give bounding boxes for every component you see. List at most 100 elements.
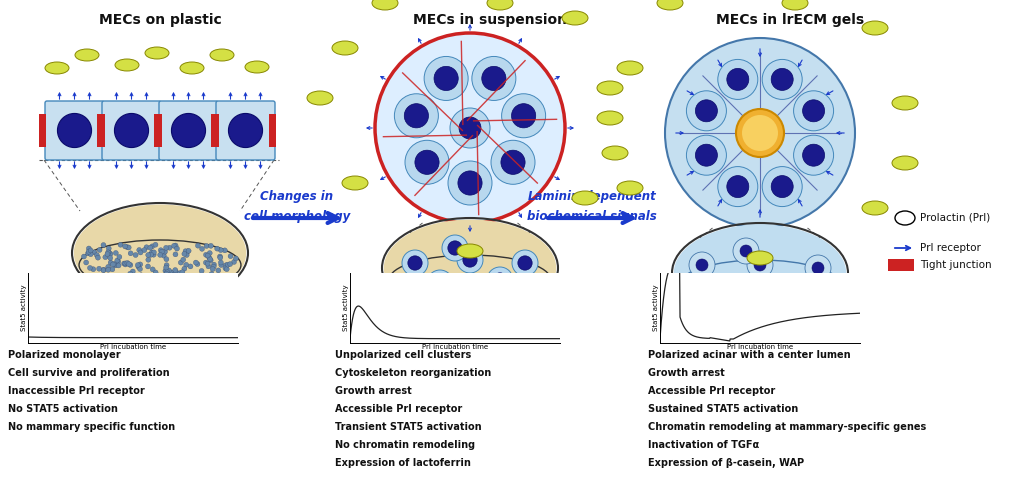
Circle shape (96, 266, 101, 271)
Circle shape (742, 115, 778, 151)
Ellipse shape (862, 201, 888, 215)
Circle shape (92, 250, 97, 255)
Circle shape (772, 295, 784, 307)
Circle shape (408, 256, 422, 270)
Circle shape (105, 264, 111, 269)
Circle shape (402, 250, 428, 276)
Text: Cell survive and proliferation: Cell survive and proliferation (8, 368, 170, 378)
Circle shape (434, 66, 458, 91)
Circle shape (458, 171, 482, 195)
Circle shape (181, 257, 185, 262)
Circle shape (184, 252, 189, 258)
Circle shape (227, 262, 232, 266)
Circle shape (126, 245, 131, 250)
Bar (211, 114, 219, 147)
Circle shape (152, 250, 157, 255)
Ellipse shape (210, 49, 234, 61)
Ellipse shape (674, 224, 846, 322)
Circle shape (518, 256, 532, 270)
Circle shape (163, 249, 168, 254)
Circle shape (223, 263, 228, 267)
Circle shape (88, 252, 93, 257)
Text: Inactivation of TGFα: Inactivation of TGFα (648, 440, 759, 450)
Ellipse shape (75, 49, 99, 61)
Circle shape (86, 246, 91, 251)
Circle shape (223, 265, 228, 271)
Circle shape (490, 140, 535, 184)
Text: Prl receptor: Prl receptor (920, 243, 981, 253)
Circle shape (803, 144, 824, 166)
Circle shape (172, 277, 177, 283)
Circle shape (211, 264, 216, 269)
Circle shape (183, 249, 188, 254)
Circle shape (128, 251, 133, 256)
Circle shape (779, 275, 805, 301)
Ellipse shape (45, 62, 69, 74)
Circle shape (82, 254, 86, 259)
Circle shape (164, 265, 169, 270)
Circle shape (135, 263, 140, 267)
Circle shape (126, 262, 131, 266)
Circle shape (181, 275, 186, 280)
Circle shape (736, 109, 784, 157)
Circle shape (169, 270, 174, 275)
Circle shape (204, 260, 209, 265)
Text: Laminin-dependent: Laminin-dependent (527, 190, 656, 203)
Circle shape (182, 276, 187, 281)
Circle shape (112, 262, 117, 266)
Circle shape (512, 103, 536, 128)
Ellipse shape (597, 81, 623, 95)
Circle shape (167, 245, 172, 250)
Circle shape (733, 238, 759, 264)
Circle shape (195, 262, 200, 266)
Text: Accessible Prl receptor: Accessible Prl receptor (335, 404, 462, 414)
Circle shape (457, 247, 483, 273)
Circle shape (165, 274, 170, 280)
Bar (154, 114, 162, 147)
Circle shape (154, 270, 158, 275)
Circle shape (108, 251, 113, 256)
Circle shape (442, 235, 468, 261)
Circle shape (173, 252, 178, 257)
Circle shape (173, 243, 178, 248)
Circle shape (111, 262, 116, 267)
Circle shape (218, 247, 223, 253)
Bar (888, 259, 914, 271)
Ellipse shape (372, 0, 398, 10)
Circle shape (231, 260, 237, 264)
Circle shape (375, 33, 565, 223)
Circle shape (86, 249, 91, 254)
Ellipse shape (597, 111, 623, 125)
Circle shape (161, 253, 166, 258)
Circle shape (105, 267, 111, 272)
Circle shape (447, 241, 462, 255)
Text: MECs on plastic: MECs on plastic (98, 13, 221, 27)
Circle shape (477, 283, 503, 309)
Circle shape (164, 263, 169, 268)
Circle shape (186, 248, 191, 253)
Circle shape (163, 268, 168, 273)
Ellipse shape (457, 244, 483, 258)
Circle shape (88, 248, 93, 253)
Circle shape (195, 275, 200, 280)
FancyBboxPatch shape (216, 101, 275, 160)
Circle shape (771, 68, 794, 90)
Circle shape (686, 91, 726, 131)
Circle shape (794, 91, 834, 131)
Text: Chromatin remodeling at mammary-specific genes: Chromatin remodeling at mammary-specific… (648, 422, 927, 432)
Bar (97, 114, 105, 147)
Circle shape (165, 270, 170, 275)
Circle shape (689, 252, 715, 278)
Circle shape (717, 278, 743, 304)
Ellipse shape (892, 96, 918, 110)
Circle shape (423, 289, 437, 303)
Circle shape (433, 276, 447, 290)
Circle shape (204, 252, 209, 257)
Circle shape (158, 252, 163, 257)
Circle shape (210, 266, 215, 272)
Text: cell morphology: cell morphology (244, 210, 350, 223)
Circle shape (116, 259, 121, 264)
Text: Growth arrest: Growth arrest (648, 368, 725, 378)
Ellipse shape (746, 251, 773, 265)
Circle shape (101, 267, 106, 272)
